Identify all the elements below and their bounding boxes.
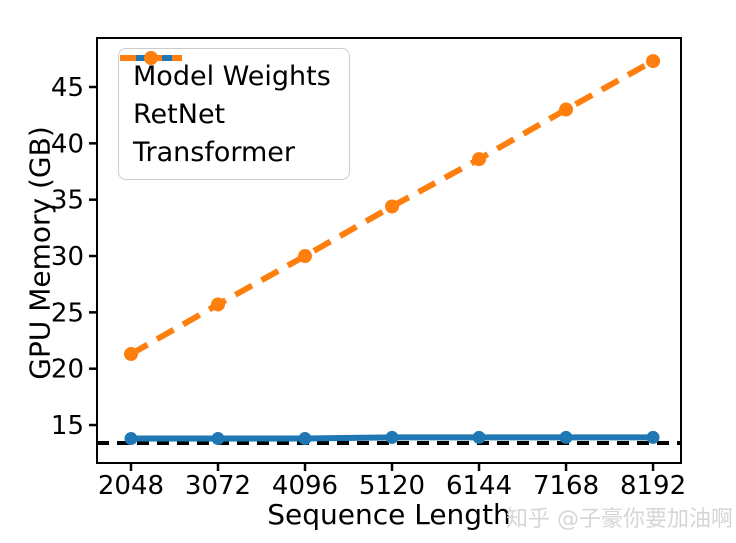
legend-label: Transformer	[133, 136, 296, 168]
legend-swatch-icon	[120, 51, 182, 65]
x-tick-label: 6144	[446, 471, 512, 501]
series-transformer	[123, 54, 661, 362]
data-point-marker	[210, 297, 225, 312]
x-tick-label: 5120	[359, 471, 425, 501]
data-point-marker	[298, 249, 313, 264]
y-axis-label: GPU Memory (GB)	[23, 126, 57, 380]
data-point-marker	[298, 432, 312, 446]
x-tick-label: 4096	[272, 471, 338, 501]
data-point-marker	[123, 347, 138, 362]
data-point-marker	[385, 430, 399, 444]
data-point-marker	[559, 102, 574, 117]
legend-item-model-weights: Model Weights	[120, 56, 331, 95]
y-tick-label: 30	[51, 242, 84, 272]
series-retnet	[124, 430, 660, 446]
legend-item-retnet: RetNet	[120, 51, 331, 133]
watermark: 知乎 @子豪你要加油啊	[506, 507, 733, 532]
x-axis-label: Sequence Length	[267, 498, 511, 531]
x-tick-label: 2048	[98, 471, 164, 501]
y-tick-label: 35	[51, 186, 84, 216]
data-point-marker	[559, 430, 573, 444]
legend: Model Weights RetNet Transformer	[118, 48, 350, 180]
data-point-marker	[646, 54, 661, 69]
y-tick-label: 45	[51, 73, 84, 103]
x-tick-label: 8192	[620, 471, 686, 501]
x-tick-label: 7168	[533, 471, 599, 501]
plot-border	[96, 37, 682, 464]
axis-ticks: 2048 3072 4096 5120 6144 7168 8192 15 20 25 30 35 40…	[51, 73, 686, 501]
data-point-marker	[385, 199, 400, 214]
data-point-marker	[472, 430, 486, 444]
data-point-marker	[211, 432, 225, 446]
x-tick-label: 3072	[185, 471, 251, 501]
legend-label: RetNet	[133, 98, 226, 130]
data-point-marker	[124, 432, 138, 446]
data-point-marker	[646, 430, 660, 444]
y-tick-label: 15	[51, 411, 84, 441]
y-tick-label: 40	[51, 129, 84, 159]
legend-item-transformer: Transformer	[120, 51, 331, 171]
y-tick-label: 20	[51, 355, 84, 385]
legend-label: Model Weights	[133, 60, 331, 92]
y-tick-label: 25	[51, 298, 84, 328]
data-point-marker	[472, 152, 487, 167]
